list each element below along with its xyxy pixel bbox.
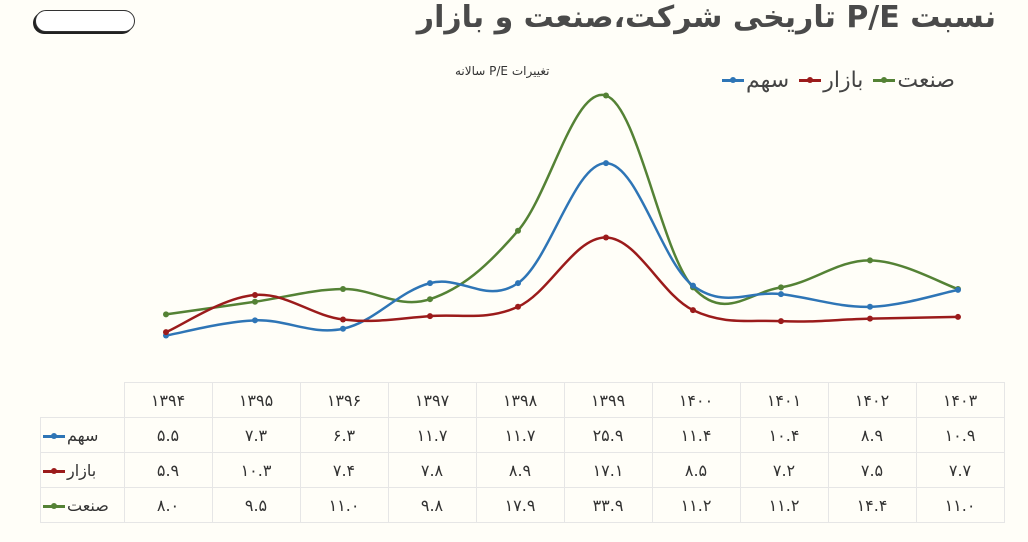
table-cell: ۱۱.۰ [915, 487, 1005, 523]
table-cell: ۹.۸ [387, 487, 477, 523]
table-cell: ۱۷.۱ [563, 452, 653, 488]
data-point [778, 291, 784, 298]
row-label-text: بازار [67, 460, 97, 480]
table-cell: ۹.۵ [211, 487, 301, 523]
legend-line-marker-icon [799, 77, 822, 83]
table-row: سهم ۵.۵ ۷.۳ ۶.۳ ۱۱.۷ ۱۱.۷ ۲۵.۹ ۱۱.۴ ۱۰.۴ ۸.۹ ۱۰.۹ [40, 417, 1005, 453]
year-header: ۱۳۹۷ [387, 382, 477, 418]
table-row: صنعت ۸.۰ ۹.۵ ۱۱.۰ ۹.۸ ۱۷.۹ ۳۳.۹ ۱۱.۲ ۱۱.۲ ۱۴.۴ ۱۱.… [40, 487, 1005, 523]
year-header: ۱۴۰۱ [739, 382, 829, 418]
year-header: ۱۳۹۹ [563, 382, 653, 418]
data-point [427, 280, 433, 287]
table-cell: ۸.۰ [123, 487, 213, 523]
table-cell: ۷.۷ [915, 452, 1005, 488]
table-cell: ۵.۹ [123, 452, 213, 488]
table-cell: ۱۰.۳ [211, 452, 301, 488]
table-cell: ۷.۵ [827, 452, 917, 488]
year-header: ۱۴۰۲ [827, 382, 917, 418]
table-cell: ۱۱.۲ [739, 487, 829, 523]
table-cell: ۱۱.۲ [651, 487, 741, 523]
data-point [603, 234, 609, 241]
legend-line-marker-icon [43, 467, 65, 474]
table-cell: ۳۳.۹ [563, 487, 653, 523]
legend-label: سهم [746, 68, 790, 93]
data-point [867, 315, 873, 322]
data-point [252, 317, 258, 324]
table-cell: ۷.۸ [387, 452, 477, 488]
table-cell: ۱۱.۰ [299, 487, 389, 523]
row-label: صنعت [40, 487, 125, 523]
year-header: ۱۳۹۵ [211, 382, 301, 418]
data-point [778, 284, 784, 291]
data-point [163, 329, 169, 336]
data-point [778, 318, 784, 325]
table-cell: ۷.۲ [739, 452, 829, 488]
year-header: ۱۳۹۶ [299, 382, 389, 418]
table-cell: ۱۰.۴ [739, 417, 829, 453]
data-point [427, 296, 433, 303]
table-cell: ۶.۳ [299, 417, 389, 453]
legend-item: صنعت [873, 68, 955, 93]
table-cell: ۱۱.۴ [651, 417, 741, 453]
table-cell: ۸.۹ [827, 417, 917, 453]
data-point [955, 286, 961, 293]
table-cell: ۸.۹ [475, 452, 565, 488]
data-point [340, 325, 346, 332]
series-line [165, 93, 959, 316]
year-header: ۱۴۰۰ [651, 382, 741, 418]
table-cell: ۷.۴ [299, 452, 389, 488]
series-line [165, 236, 959, 334]
table-row: بازار ۵.۹ ۱۰.۳ ۷.۴ ۷.۸ ۸.۹ ۱۷.۱ ۸.۵ ۷.۲ ۷.۵ ۷.۷ [40, 452, 1005, 488]
row-label-text: سهم [67, 425, 99, 445]
legend-label: بازار [823, 68, 864, 93]
legend-line-marker-icon [722, 77, 744, 83]
legend-label: صنعت [897, 68, 955, 93]
year-header: ۱۳۹۴ [123, 382, 213, 418]
legend-item: سهم [722, 68, 789, 93]
data-point [340, 286, 346, 293]
chart-legend: صنعت بازار سهم [722, 68, 955, 93]
data-point [867, 257, 873, 264]
table-cell: ۸.۵ [651, 452, 741, 488]
table-cell: ۱۱.۷ [475, 417, 565, 453]
data-point [515, 227, 521, 234]
year-header: ۱۳۹۸ [475, 382, 565, 418]
search-pill-button[interactable] [35, 10, 135, 32]
row-label: سهم [40, 417, 125, 453]
table-cell: ۱۷.۹ [475, 487, 565, 523]
legend-item: بازار [799, 68, 863, 93]
data-point [867, 303, 873, 310]
row-label: بازار [40, 452, 125, 488]
table-cell: ۲۵.۹ [563, 417, 653, 453]
legend-line-marker-icon [43, 502, 65, 509]
data-point [690, 282, 696, 289]
data-point [603, 92, 609, 99]
table-cell: ۱۴.۴ [827, 487, 917, 523]
page-title: نسبت P/E تاریخی شرکت،صنعت و بازار [416, 0, 996, 35]
series-line [165, 161, 959, 337]
table-cell: ۷.۳ [211, 417, 301, 453]
line-chart [163, 92, 961, 339]
data-point [163, 311, 169, 318]
row-label-text: صنعت [67, 495, 109, 515]
data-point [955, 313, 961, 320]
chart-subtitle: تغییرات P/E سالانه [455, 64, 550, 78]
table-cell: ۵.۵ [123, 417, 213, 453]
data-point [252, 298, 258, 305]
data-point [690, 307, 696, 314]
table-cell: ۱۰.۹ [915, 417, 1005, 453]
data-point [515, 280, 521, 287]
table-corner [40, 382, 125, 418]
data-point [427, 313, 433, 320]
data-point [252, 291, 258, 298]
legend-line-marker-icon [873, 77, 896, 83]
data-point [603, 160, 609, 167]
data-table: ۱۳۹۴ ۱۳۹۵ ۱۳۹۶ ۱۳۹۷ ۱۳۹۸ ۱۳۹۹ ۱۴۰۰ ۱۴۰۱ ۱۴۰۲ ۱۴۰۳… [40, 382, 1005, 523]
year-header: ۱۴۰۳ [915, 382, 1005, 418]
legend-line-marker-icon [43, 432, 65, 439]
data-point [515, 303, 521, 310]
data-point [340, 316, 346, 323]
table-cell: ۱۱.۷ [387, 417, 477, 453]
